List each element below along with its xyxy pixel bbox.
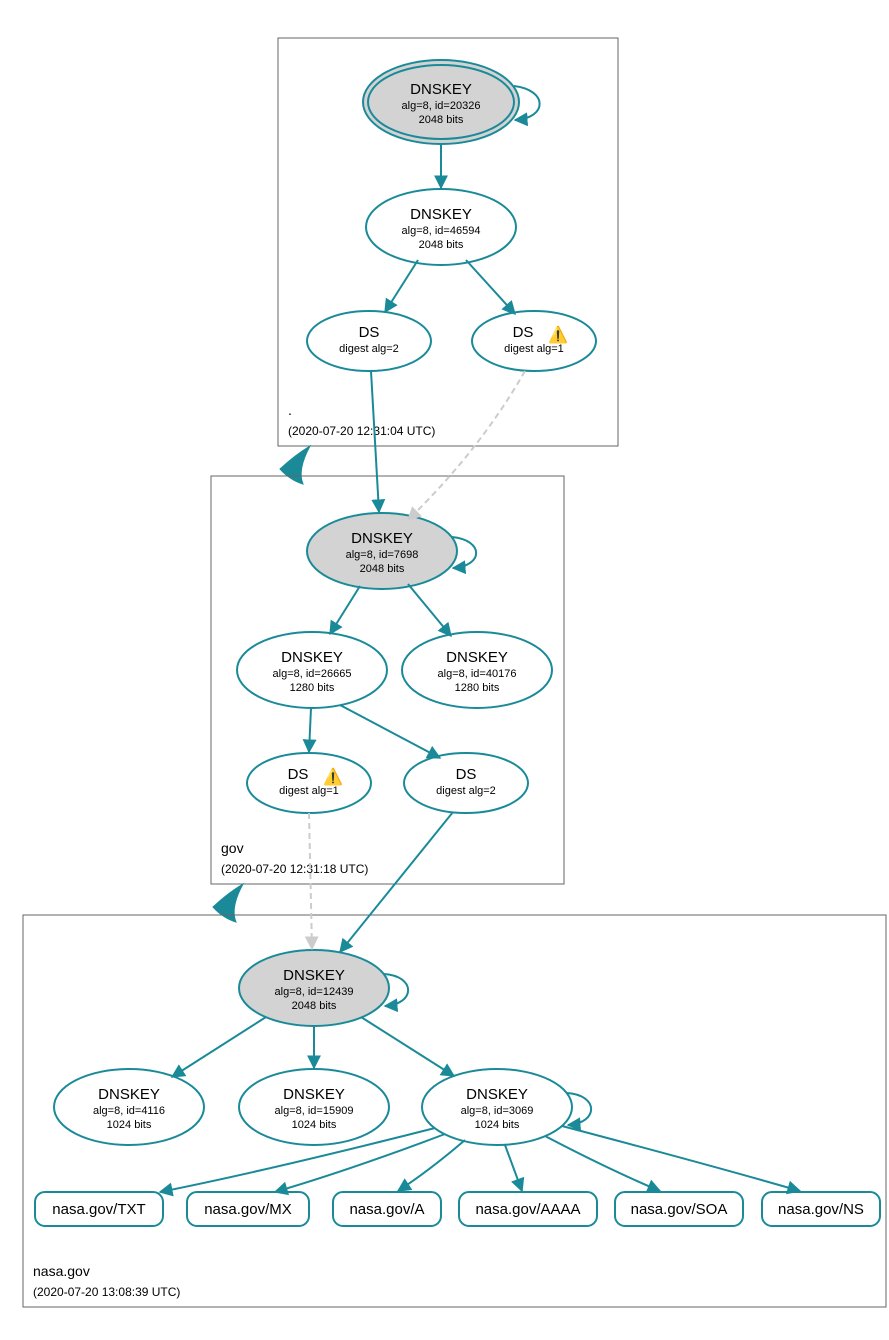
warning-icon: ⚠️ <box>323 767 343 786</box>
edge-govzsk1-ds1 <box>309 708 311 752</box>
zone-nasa-label: nasa.gov <box>33 1263 90 1279</box>
svg-text:DNSKEY: DNSKEY <box>351 530 413 547</box>
svg-text:alg=8, id=46594: alg=8, id=46594 <box>402 225 481 237</box>
svg-text:alg=8, id=3069: alg=8, id=3069 <box>461 1105 534 1117</box>
edge-zsk3-soa <box>545 1136 660 1191</box>
svg-text:DS: DS <box>456 766 477 783</box>
svg-text:2048 bits: 2048 bits <box>292 1000 337 1012</box>
node-gov-ds1: DS ⚠️ digest alg=1 <box>247 753 371 813</box>
edge-zsk3-ns <box>562 1126 800 1191</box>
node-root-ksk: DNSKEY alg=8, id=20326 2048 bits <box>363 60 519 144</box>
svg-text:alg=8, id=12439: alg=8, id=12439 <box>275 986 354 998</box>
svg-text:digest alg=2: digest alg=2 <box>339 343 399 355</box>
node-nasa-zsk2: DNSKEY alg=8, id=15909 1024 bits <box>239 1069 389 1145</box>
svg-text:DNSKEY: DNSKEY <box>410 81 472 98</box>
node-root-ds2: DS digest alg=2 <box>307 311 431 371</box>
edge-govksk-zsk2 <box>408 584 451 636</box>
node-rec-ns: nasa.gov/NS <box>762 1192 880 1226</box>
node-gov-zsk2: DNSKEY alg=8, id=40176 1280 bits <box>402 632 552 708</box>
edge-nasaksk-zsk3 <box>361 1017 454 1076</box>
edge-zsk3-aaaa <box>505 1145 522 1191</box>
svg-text:nasa.gov/SOA: nasa.gov/SOA <box>631 1201 728 1218</box>
svg-text:2048 bits: 2048 bits <box>360 563 405 575</box>
zone-root-timestamp: (2020-07-20 12:31:04 UTC) <box>288 424 435 438</box>
svg-text:DNSKEY: DNSKEY <box>283 967 345 984</box>
svg-text:DNSKEY: DNSKEY <box>281 649 343 666</box>
edge-rootzsk-ds1 <box>466 260 515 314</box>
svg-text:DNSKEY: DNSKEY <box>98 1086 160 1103</box>
svg-text:alg=8, id=20326: alg=8, id=20326 <box>402 100 481 112</box>
svg-text:digest alg=2: digest alg=2 <box>436 785 496 797</box>
svg-text:DNSKEY: DNSKEY <box>410 206 472 223</box>
svg-text:DNSKEY: DNSKEY <box>446 649 508 666</box>
warning-icon: ⚠️ <box>548 325 568 344</box>
node-rec-a: nasa.gov/A <box>333 1192 441 1226</box>
node-gov-zsk1: DNSKEY alg=8, id=26665 1280 bits <box>237 632 387 708</box>
node-rec-mx: nasa.gov/MX <box>187 1192 309 1226</box>
svg-text:nasa.gov/A: nasa.gov/A <box>349 1201 424 1218</box>
edge-govds2-nasaksk <box>340 812 453 952</box>
node-gov-ds2: DS digest alg=2 <box>404 753 528 813</box>
zone-gov-timestamp: (2020-07-20 12:31:18 UTC) <box>221 862 368 876</box>
svg-text:digest alg=1: digest alg=1 <box>279 785 339 797</box>
edge-govds1-nasaksk <box>309 813 312 949</box>
zone-arrow-root-gov <box>280 446 310 484</box>
node-root-ds1: DS ⚠️ digest alg=1 <box>472 311 596 371</box>
svg-text:alg=8, id=4116: alg=8, id=4116 <box>93 1105 165 1117</box>
edge-govksk-zsk1 <box>330 586 360 634</box>
zone-nasa-timestamp: (2020-07-20 13:08:39 UTC) <box>33 1285 180 1299</box>
edge-nasaksk-zsk1 <box>172 1017 266 1077</box>
zone-root-label: . <box>288 402 292 418</box>
node-nasa-ksk: DNSKEY alg=8, id=12439 2048 bits <box>239 950 389 1026</box>
edge-ds2-govksk <box>371 371 379 512</box>
svg-text:digest alg=1: digest alg=1 <box>504 343 564 355</box>
svg-text:1024 bits: 1024 bits <box>292 1119 337 1131</box>
svg-text:nasa.gov/MX: nasa.gov/MX <box>204 1201 292 1218</box>
svg-text:DNSKEY: DNSKEY <box>466 1086 528 1103</box>
svg-text:1280 bits: 1280 bits <box>290 682 335 694</box>
svg-text:DS: DS <box>288 766 309 783</box>
svg-text:1024 bits: 1024 bits <box>107 1119 152 1131</box>
node-root-zsk: DNSKEY alg=8, id=46594 2048 bits <box>366 189 516 265</box>
zone-arrow-gov-nasa <box>213 884 243 922</box>
svg-text:alg=8, id=26665: alg=8, id=26665 <box>273 668 352 680</box>
dnssec-diagram: . (2020-07-20 12:31:04 UTC) DNSKEY alg=8… <box>10 10 889 1330</box>
node-rec-aaaa: nasa.gov/AAAA <box>459 1192 597 1226</box>
svg-text:alg=8, id=15909: alg=8, id=15909 <box>275 1105 354 1117</box>
svg-text:1280 bits: 1280 bits <box>455 682 500 694</box>
svg-text:DS: DS <box>359 324 380 341</box>
svg-text:nasa.gov/NS: nasa.gov/NS <box>778 1201 864 1218</box>
svg-text:DNSKEY: DNSKEY <box>283 1086 345 1103</box>
node-nasa-zsk1: DNSKEY alg=8, id=4116 1024 bits <box>54 1069 204 1145</box>
svg-text:DS: DS <box>513 324 534 341</box>
edge-govzsk1-ds2 <box>340 705 440 758</box>
svg-text:1024 bits: 1024 bits <box>475 1119 520 1131</box>
node-rec-txt: nasa.gov/TXT <box>35 1192 163 1226</box>
svg-text:nasa.gov/AAAA: nasa.gov/AAAA <box>475 1201 580 1218</box>
zone-gov-label: gov <box>221 840 244 856</box>
node-gov-ksk: DNSKEY alg=8, id=7698 2048 bits <box>307 513 457 589</box>
svg-text:alg=8, id=7698: alg=8, id=7698 <box>346 549 419 561</box>
edge-rootzsk-ds2 <box>385 260 418 312</box>
node-rec-soa: nasa.gov/SOA <box>615 1192 743 1226</box>
svg-text:nasa.gov/TXT: nasa.gov/TXT <box>52 1201 145 1218</box>
svg-text:alg=8, id=40176: alg=8, id=40176 <box>438 668 517 680</box>
svg-text:2048 bits: 2048 bits <box>419 239 464 251</box>
svg-text:2048 bits: 2048 bits <box>419 114 464 126</box>
